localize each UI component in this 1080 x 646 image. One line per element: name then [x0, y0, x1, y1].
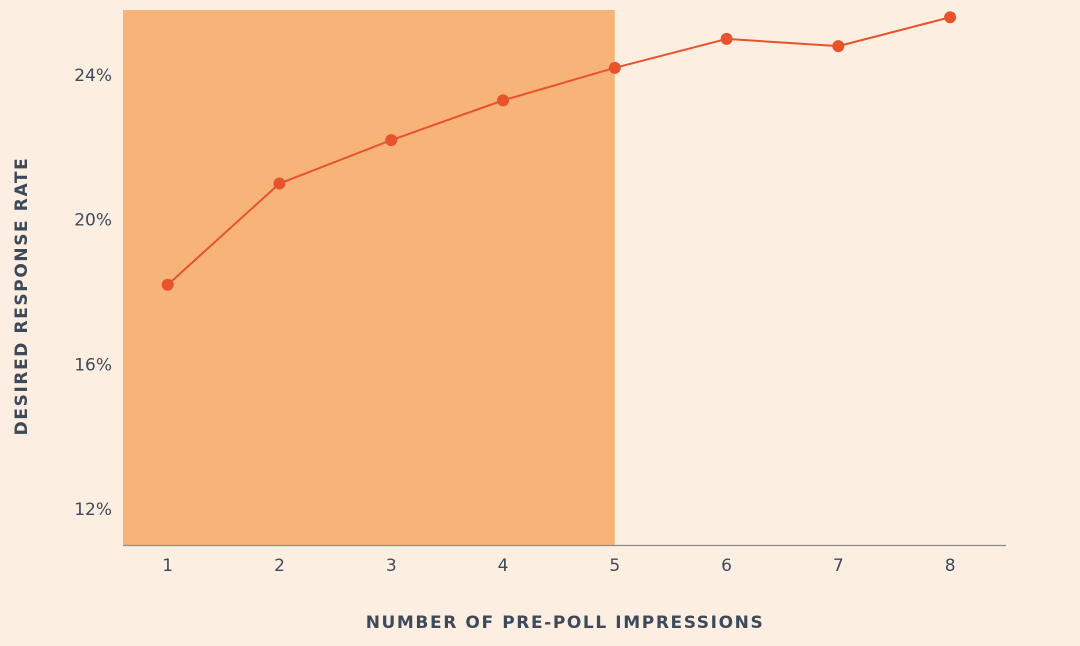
- y-tick-label: 12%: [74, 500, 112, 520]
- data-point: [385, 134, 398, 147]
- data-point: [944, 11, 957, 24]
- x-tick-label: 5: [609, 556, 620, 576]
- data-point: [832, 40, 845, 53]
- y-tick-label: 24%: [74, 66, 112, 86]
- x-tick-label: 7: [833, 556, 844, 576]
- data-point: [273, 177, 286, 190]
- x-tick-labels: 1 2 3 4 5 6 7 8: [162, 556, 955, 576]
- highlight-band: [123, 10, 615, 545]
- y-tick-label: 20%: [74, 211, 112, 231]
- series-line: [167, 16, 951, 286]
- x-tick-label: 3: [386, 556, 397, 576]
- data-point: [497, 94, 510, 107]
- y-axis-title: DESIRED RESPONSE RATE: [12, 157, 32, 436]
- x-axis-title: NUMBER OF PRE-POLL IMPRESSIONS: [366, 613, 765, 633]
- x-tick-label: 2: [274, 556, 285, 576]
- x-tick-label: 8: [945, 556, 956, 576]
- x-tick-label: 1: [162, 556, 173, 576]
- data-point: [161, 278, 174, 291]
- y-tick-labels: 12% 16% 20% 24%: [74, 66, 112, 520]
- data-points: [161, 11, 957, 291]
- data-point: [608, 61, 621, 74]
- y-tick-label: 16%: [74, 355, 112, 375]
- x-tick-label: 6: [721, 556, 732, 576]
- data-point: [720, 32, 733, 45]
- x-tick-label: 4: [498, 556, 509, 576]
